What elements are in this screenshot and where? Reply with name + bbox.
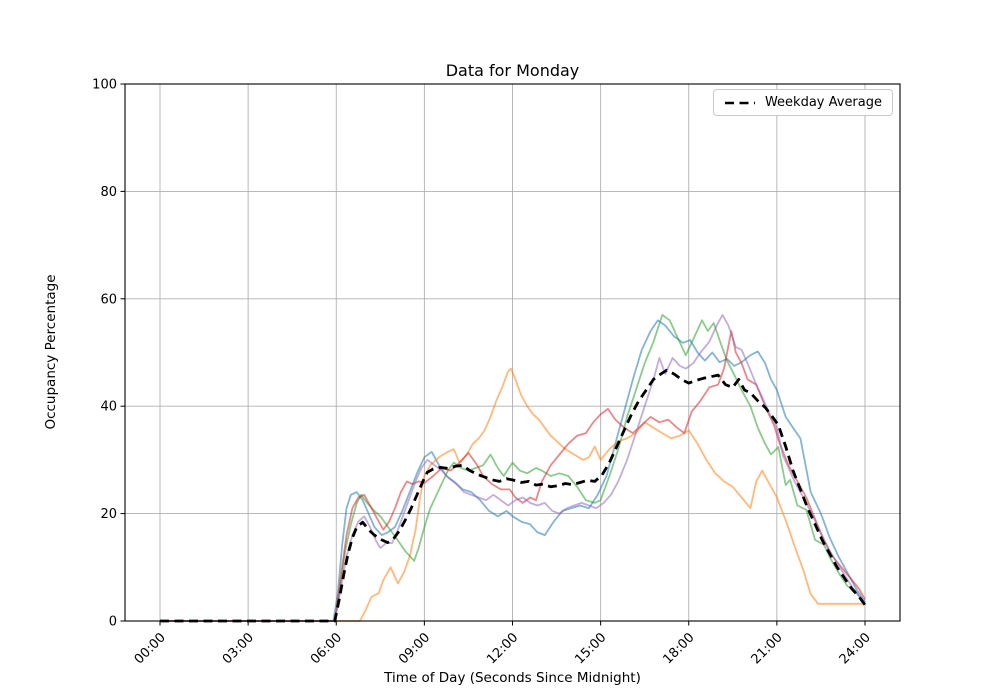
y-tick-label: 0 bbox=[109, 615, 117, 630]
x-tick-label: 12:00 bbox=[484, 630, 521, 667]
y-tick-label: 20 bbox=[100, 507, 117, 522]
legend: Weekday Average bbox=[712, 89, 893, 116]
day-series-line bbox=[160, 313, 866, 622]
x-tick-label: 00:00 bbox=[132, 630, 169, 667]
y-tick-label: 100 bbox=[92, 78, 117, 93]
x-axis-label: Time of Day (Seconds Since Midnight) bbox=[384, 670, 641, 686]
data-series bbox=[160, 313, 867, 623]
y-axis-label: Occupancy Percentage bbox=[43, 274, 59, 430]
axis-ticks: 00:00 03:00 06:00 09:00 12:00 15:00 18:00 21:00… bbox=[92, 78, 874, 668]
x-tick-label: 15:00 bbox=[572, 630, 609, 667]
legend-label: Weekday Average bbox=[764, 95, 882, 110]
x-tick-label: 09:00 bbox=[396, 630, 433, 667]
x-tick-label: 06:00 bbox=[308, 630, 345, 667]
x-tick-label: 18:00 bbox=[660, 630, 697, 667]
x-tick-label: 03:00 bbox=[220, 630, 257, 667]
plot-area-border bbox=[124, 83, 901, 622]
dashed-line-icon bbox=[724, 101, 755, 104]
average-line bbox=[160, 368, 867, 623]
day-series-line bbox=[160, 367, 865, 622]
gridlines bbox=[125, 83, 900, 622]
y-tick-label: 80 bbox=[100, 185, 117, 200]
y-tick-label: 60 bbox=[100, 292, 117, 307]
chart-title: Data for Monday bbox=[445, 61, 580, 80]
day-series-line bbox=[160, 313, 866, 622]
x-tick-label: 21:00 bbox=[749, 630, 786, 667]
x-tick-label: 24:00 bbox=[837, 630, 874, 667]
y-tick-label: 40 bbox=[100, 400, 117, 415]
day-series-line bbox=[160, 319, 866, 622]
